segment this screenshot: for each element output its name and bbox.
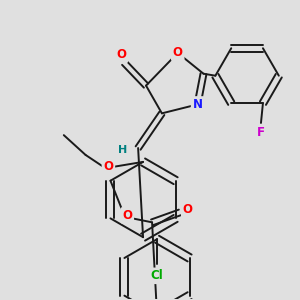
Text: O: O (103, 160, 113, 173)
Text: O: O (116, 48, 126, 62)
Text: F: F (257, 126, 265, 140)
Text: Cl: Cl (151, 269, 164, 282)
Text: H: H (118, 145, 127, 155)
Text: N: N (193, 98, 202, 111)
Text: O: O (183, 203, 193, 216)
Text: O: O (173, 46, 183, 59)
Text: O: O (122, 209, 132, 222)
